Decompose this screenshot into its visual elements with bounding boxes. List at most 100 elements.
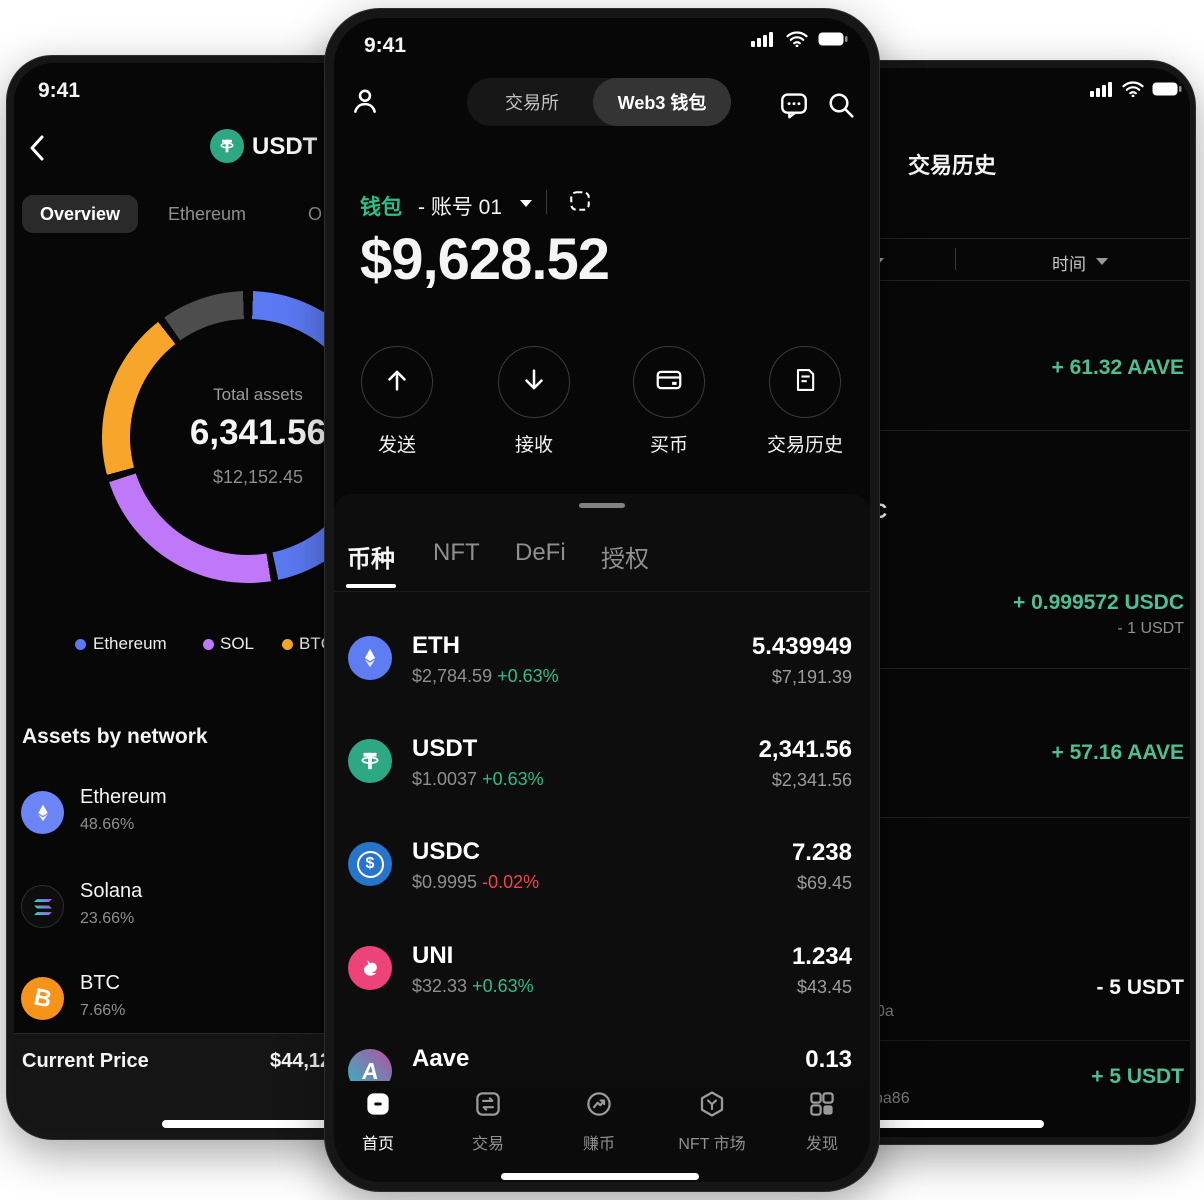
history-label: 交易历史 [766,435,843,456]
account-label[interactable]: - 账号 01 [418,196,503,219]
token-price: $2,784.59 [412,666,493,686]
legend-dot-btc [282,639,293,650]
tab-coins[interactable]: 币种 [347,546,395,573]
eth-token-icon [348,636,392,680]
tx-amount[interactable]: + 0.999572 USDC [1012,591,1184,614]
search-icon[interactable] [825,89,857,126]
left-home-indicator [162,1120,372,1128]
back-icon[interactable] [26,133,50,168]
token-price: $1.0037 [412,769,478,789]
document-icon [791,366,819,399]
token-change: +0.63% [482,769,544,789]
usdt-token-icon [348,739,392,783]
nav-discover[interactable]: 发现 [774,1089,870,1154]
uni-token-icon [348,946,392,990]
sheet-drag-handle[interactable] [579,503,625,508]
legend-dot-ethereum [75,639,86,650]
tab-exchange[interactable]: 交易所 [467,78,597,126]
chart-center-label: Total assets [213,385,303,404]
buy-crypto-button[interactable] [633,346,705,418]
nav-home[interactable]: 首页 [334,1089,426,1154]
tab-defi[interactable]: DeFi [515,539,566,566]
signal-icon [1090,81,1114,102]
nav-nft-label: NFT 市场 [678,1136,746,1153]
current-price-label: Current Price [22,1050,149,1072]
nav-earn[interactable]: 赚币 [551,1089,647,1154]
earn-icon [584,1089,614,1124]
nav-earn-label: 赚币 [582,1136,615,1153]
wifi-icon [1122,81,1144,102]
chart-center-value: 6,341.56 [189,413,327,452]
token-symbol: Aave [412,1045,470,1072]
tab-exchange-label: 交易所 [505,93,559,113]
tab-overflow[interactable]: O [308,204,323,224]
token-price: $0.9995 [412,872,478,892]
signal-icon [751,31,775,52]
send-label: 发送 [377,435,416,456]
wifi-icon [786,31,808,52]
tx-amount[interactable]: + 5 USDT [1091,1065,1184,1088]
tab-web3-wallet[interactable]: Web3 钱包 [593,78,731,126]
card-icon [654,365,684,400]
receive-label: 接收 [514,435,553,456]
grid-icon [807,1089,837,1124]
battery-icon [818,32,848,51]
network-row-percent: 23.66% [80,910,135,927]
tx-amount[interactable]: + 57.16 AAVE [1051,741,1185,764]
divider [814,280,1190,281]
assets-by-network-heading: Assets by network [22,725,208,748]
legend-label-sol: SOL [220,634,255,653]
receive-button[interactable] [498,346,570,418]
token-amount: 1.234 [791,943,852,970]
nft-hexagon-icon [697,1089,727,1124]
legend-dot-sol [203,639,214,650]
center-phone-frame: 9:41 交易所 Web3 钱包 [324,8,880,1192]
token-symbol: UNI [412,942,454,969]
nav-home-label: 首页 [361,1136,394,1153]
send-button[interactable] [361,346,433,418]
right-page-title: 交易历史 [908,153,997,178]
divider [814,668,1190,669]
nav-nft-market[interactable]: NFT 市场 [664,1089,760,1154]
token-amount: 2,341.56 [758,736,852,763]
network-row-name: Solana [80,880,143,902]
tx-address-fragment: ba86 [874,1090,910,1107]
total-balance: $9,628.52 [360,227,610,292]
token-row-eth[interactable]: ETH $2,784.59 +0.63% 5.439949 $7,191.39 [334,607,870,707]
token-change: -0.02% [482,872,540,892]
time-filter[interactable]: 时间 [1052,255,1086,274]
legend-label-ethereum: Ethereum [93,634,167,653]
center-status-time: 9:41 [364,34,407,57]
token-symbol: USDT [412,735,478,762]
tab-ethereum[interactable]: Ethereum [168,204,247,224]
scan-icon[interactable] [566,187,594,220]
token-row-uni[interactable]: UNI $32.33 +0.63% 1.234 $43.45 [334,917,870,1017]
tab-nft[interactable]: NFT [433,539,480,566]
tab-overview[interactable]: Overview [22,195,138,233]
usdc-token-icon: $ [348,842,392,886]
token-symbol: ETH [412,632,460,659]
tab-approvals[interactable]: 授权 [601,546,649,573]
token-change: +0.63% [472,976,534,996]
wallet-separator [546,190,547,214]
network-row-name: Ethereum [80,786,167,808]
chevron-down-icon[interactable] [1096,258,1108,265]
profile-icon[interactable] [348,84,382,123]
token-row-usdc[interactable]: $ USDC $0.9995 -0.02% 7.238 $69.45 [334,813,870,913]
chevron-down-icon[interactable] [520,200,532,207]
right-home-indicator [864,1120,1044,1128]
tx-amount[interactable]: + 61.32 AAVE [1051,356,1185,379]
chart-center-usd: $12,152.45 [212,467,304,487]
dollar-glyph: $ [356,850,384,878]
assets-sheet: 币种 NFT DeFi 授权 ETH $2,784.59 +0.63% 5.43… [334,494,870,1182]
nav-trade[interactable]: 交易 [440,1089,536,1154]
tx-amount[interactable]: - 5 USDT [1096,976,1184,999]
token-row-usdt[interactable]: USDT $1.0037 +0.63% 2,341.56 $2,341.56 [334,710,870,810]
left-status-time: 9:41 [38,79,81,102]
chat-icon[interactable] [778,89,810,126]
arrow-down-icon [519,365,549,400]
divider [814,817,1190,818]
left-page-title: USDT [252,133,318,160]
history-button[interactable] [769,346,841,418]
tab-web3-wallet-label: Web3 钱包 [617,93,707,113]
